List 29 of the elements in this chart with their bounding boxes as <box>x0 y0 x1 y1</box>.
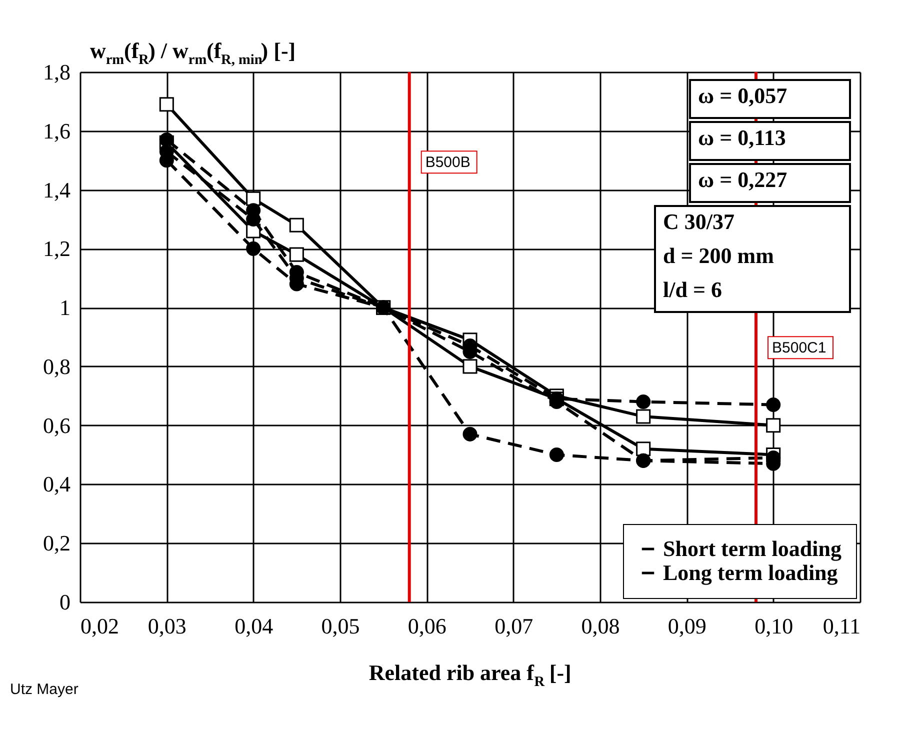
y-tick-label: 0,4 <box>43 472 70 497</box>
annotation: C 30/37 d = 200 mm l/d = 6 <box>663 209 774 302</box>
x-tick-label: 0,11 <box>822 614 860 638</box>
x-tick-label: 0,09 <box>668 614 706 638</box>
ref-line-label: B500B <box>425 154 470 172</box>
y-tick-label: 1,6 <box>43 118 70 144</box>
x-tick-label: 0,07 <box>494 614 534 638</box>
y-tick-label: 0 <box>60 590 70 614</box>
x-tick-label: 0,05 <box>321 614 360 638</box>
legend-label: Short term loading <box>663 536 842 561</box>
ref-line-label: B500C1 <box>772 340 826 357</box>
y-tick-label: 1,4 <box>43 177 70 202</box>
x-tick-label: 0,08 <box>581 614 620 638</box>
x-tick-label: 0,10 <box>754 614 794 638</box>
y-tick-label: 1,2 <box>43 236 70 262</box>
x-tick-label: 0,02 <box>80 614 119 638</box>
y-tick-label: 0,8 <box>43 354 70 379</box>
annotation: ω = 0,227 <box>698 167 788 192</box>
annotation: ω = 0,113 <box>698 125 786 150</box>
legend-label: Long term loading <box>663 560 838 585</box>
y-tick-label: 1 <box>60 295 70 320</box>
annotation: ω = 0,057 <box>698 83 788 108</box>
x-tick-label: 0,03 <box>148 614 186 638</box>
x-tick-label: 0,04 <box>234 614 274 638</box>
text: Utz Mayer <box>10 681 78 698</box>
x-tick-label: 0,06 <box>408 614 446 638</box>
y-tick-label: 1,8 <box>43 60 70 84</box>
y-tick-label: 0,2 <box>43 530 70 556</box>
y-tick-label: 0,6 <box>43 412 70 438</box>
